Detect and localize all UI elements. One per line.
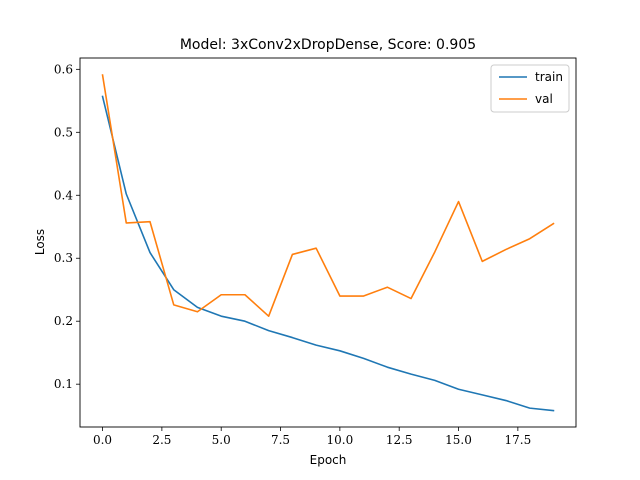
series-line-train bbox=[101, 95, 555, 412]
y-tick-label: 0.5 bbox=[54, 125, 73, 139]
y-tick-label: 0.3 bbox=[54, 251, 73, 265]
series-line-val bbox=[101, 74, 555, 317]
x-tick-label: 2.5 bbox=[152, 433, 171, 447]
plot-background bbox=[80, 58, 576, 427]
chart-title: Model: 3xConv2xDropDense, Score: 0.905 bbox=[180, 37, 476, 53]
y-axis-label: Loss bbox=[33, 229, 47, 255]
series-layer bbox=[101, 74, 555, 412]
x-tick-label: 12.5 bbox=[386, 433, 413, 447]
x-tick-label: 15.0 bbox=[445, 433, 472, 447]
legend: train val bbox=[490, 64, 570, 113]
x-tick-label: 17.5 bbox=[504, 433, 531, 447]
plot-area bbox=[80, 58, 576, 427]
legend-label-train: train bbox=[535, 70, 563, 84]
axes-frame bbox=[79, 57, 577, 428]
y-tick-label: 0.4 bbox=[54, 188, 73, 202]
y-tick-label: 0.1 bbox=[54, 377, 73, 391]
axes-layer: 0.0 2.5 5.0 7.5 10.0 12.5 15.0 17.5 0.1 0.2 0.3 0.4… bbox=[54, 57, 577, 447]
x-tick-label: 0.0 bbox=[93, 433, 112, 447]
legend-label-val: val bbox=[535, 92, 553, 106]
y-tick-label: 0.2 bbox=[54, 314, 73, 328]
x-tick-label: 10.0 bbox=[327, 433, 354, 447]
y-tick-label: 0.6 bbox=[54, 62, 73, 76]
x-axis-label: Epoch bbox=[310, 453, 347, 467]
x-tick-label: 7.5 bbox=[271, 433, 290, 447]
x-tick-label: 5.0 bbox=[212, 433, 231, 447]
